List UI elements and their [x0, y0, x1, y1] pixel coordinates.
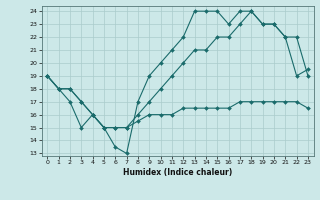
X-axis label: Humidex (Indice chaleur): Humidex (Indice chaleur): [123, 168, 232, 177]
